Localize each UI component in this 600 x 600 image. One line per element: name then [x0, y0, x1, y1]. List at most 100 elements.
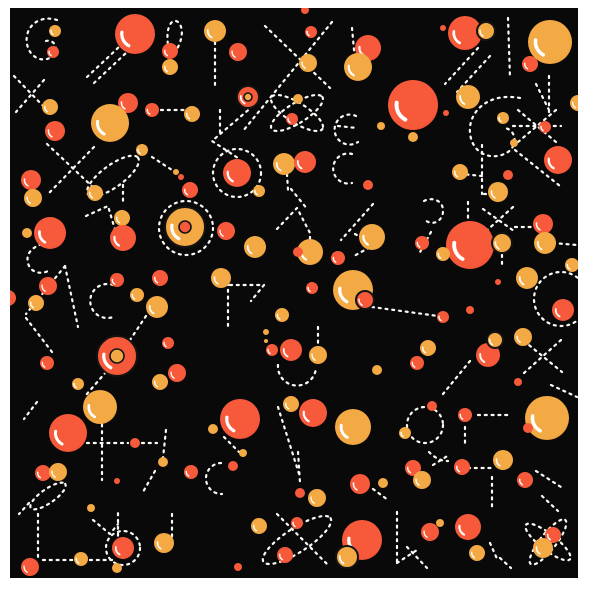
- dashed-ring: [104, 529, 142, 567]
- circle-highlight: [524, 62, 529, 70]
- donut-center-dot: [109, 348, 125, 364]
- circle-highlight: [185, 470, 190, 477]
- dashed-line: [210, 104, 255, 160]
- circle-highlight: [339, 423, 349, 439]
- amber-circle: [510, 139, 518, 147]
- circle-highlight: [454, 170, 459, 178]
- dashed-line: [332, 152, 354, 185]
- dashed-line: [395, 510, 429, 570]
- orange-circle: [178, 174, 184, 180]
- orange-circle: [295, 488, 305, 498]
- circle-highlight: [50, 29, 54, 36]
- dashed-line: [85, 45, 128, 85]
- circle-highlight: [156, 541, 162, 550]
- orange-circle: [503, 170, 513, 180]
- orange-circle: [514, 378, 522, 386]
- circle-highlight: [30, 301, 35, 309]
- circle-highlight: [332, 256, 337, 263]
- circle-highlight: [338, 286, 349, 304]
- dashed-line: [466, 466, 496, 510]
- circle-highlight: [73, 382, 77, 389]
- circle-highlight: [111, 278, 116, 285]
- circle-highlight: [311, 353, 316, 361]
- circle-highlight: [495, 458, 501, 467]
- circle-highlight: [362, 234, 370, 246]
- circle-highlight: [89, 191, 94, 199]
- circle-highlight: [282, 348, 289, 358]
- circle-highlight: [3, 297, 6, 302]
- circle-highlight: [358, 298, 363, 306]
- circle-highlight: [114, 546, 121, 556]
- circle-highlight: [516, 335, 521, 343]
- circle-highlight: [148, 305, 155, 315]
- circle-highlight: [41, 361, 46, 368]
- dashed-line: [17, 501, 31, 516]
- dashed-line: [460, 143, 508, 196]
- orange-circle: [363, 180, 373, 190]
- dashed-line: [204, 461, 224, 496]
- orange-circle: [234, 563, 242, 571]
- dashed-line: [12, 74, 49, 114]
- circle-highlight: [75, 557, 80, 564]
- circle-highlight: [285, 402, 290, 410]
- circle-highlight: [296, 160, 303, 170]
- dashed-ellipse: [261, 514, 333, 566]
- circle-highlight: [164, 65, 169, 73]
- circle-highlight: [554, 308, 561, 318]
- circle-highlight: [352, 482, 358, 491]
- orange-circle: [523, 423, 533, 433]
- circle-highlight: [246, 245, 253, 255]
- circle-highlight: [26, 196, 31, 204]
- pattern-layer: [3, 8, 578, 576]
- circle-highlight: [87, 404, 97, 419]
- circle-highlight: [411, 361, 416, 368]
- circle-highlight: [102, 352, 113, 370]
- orange-circle: [10, 290, 16, 306]
- orange-circle: [440, 25, 446, 31]
- dashed-line: [275, 512, 331, 568]
- orange-circle: [443, 110, 449, 116]
- circle-highlight: [407, 466, 412, 474]
- dashed-line: [89, 282, 115, 320]
- dashed-line: [506, 16, 512, 80]
- circle-highlight: [170, 371, 175, 379]
- dashed-line: [84, 204, 118, 235]
- dashed-line: [522, 338, 578, 399]
- circle-highlight: [471, 551, 476, 559]
- dashed-line: [150, 155, 174, 172]
- dashed-ring: [405, 405, 445, 445]
- circle-highlight: [206, 29, 213, 39]
- circle-highlight: [338, 555, 345, 565]
- circle-highlight: [254, 189, 258, 196]
- circle-highlight: [416, 241, 421, 248]
- orange-circle: [130, 438, 140, 448]
- circle-highlight: [301, 61, 306, 69]
- amber-circle: [377, 122, 385, 130]
- circle-highlight: [37, 471, 42, 479]
- circle-highlight: [47, 129, 53, 138]
- circle-highlight: [186, 112, 191, 120]
- dashed-line: [296, 450, 302, 485]
- circle-highlight: [302, 410, 310, 423]
- amber-circle: [264, 339, 268, 343]
- circle-highlight: [53, 429, 64, 446]
- amber-circle: [112, 563, 122, 573]
- circle-highlight: [452, 30, 462, 45]
- circle-highlight: [535, 222, 541, 231]
- orange-circle: [293, 247, 303, 257]
- circle-highlight: [518, 276, 525, 286]
- circle-highlight: [490, 190, 496, 199]
- circle-highlight: [225, 415, 236, 433]
- circle-highlight: [415, 478, 420, 486]
- dashed-line: [241, 20, 334, 133]
- dashed-line: [427, 450, 450, 463]
- circle-highlight: [279, 553, 284, 561]
- dashed-line: [285, 172, 310, 212]
- dashed-line: [371, 487, 390, 502]
- dashed-line: [336, 124, 359, 130]
- circle-highlight: [535, 546, 541, 555]
- dashed-line: [24, 264, 80, 354]
- amber-circle: [408, 132, 418, 142]
- circle-highlight: [41, 284, 46, 292]
- circle-highlight: [437, 252, 442, 259]
